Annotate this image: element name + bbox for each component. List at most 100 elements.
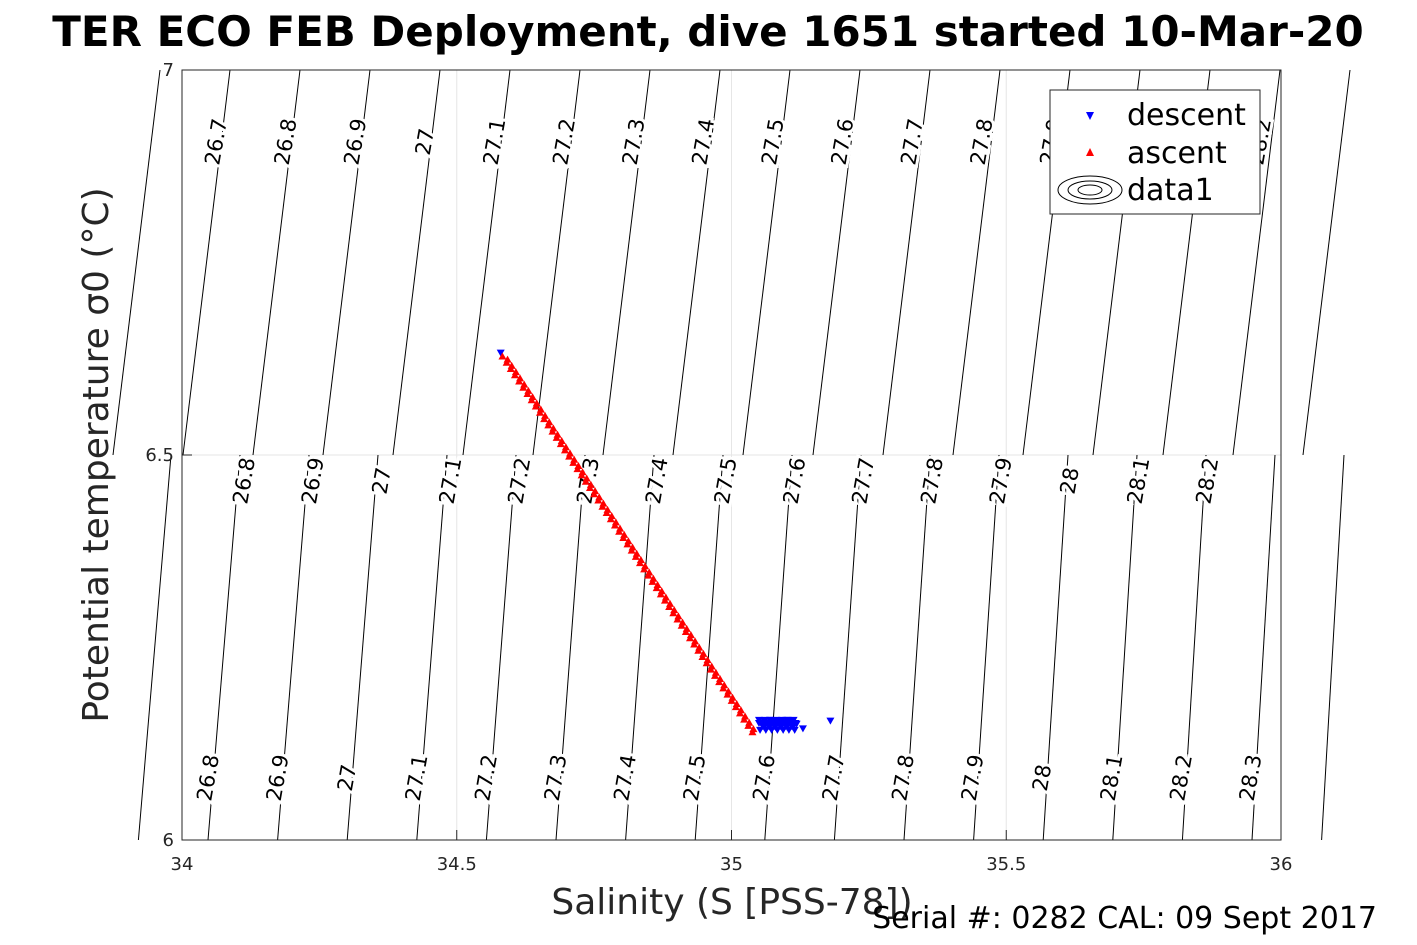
ascent-point	[548, 427, 557, 435]
y-tick-label: 6.5	[145, 445, 174, 466]
contour-label-top: 27.8	[966, 117, 998, 167]
ascent-point	[727, 696, 736, 704]
ascent-point	[731, 703, 740, 711]
ascent-point	[644, 571, 653, 579]
ascent-point	[519, 383, 528, 391]
contour-label-bottom: 27.8	[887, 753, 919, 803]
ascent-point	[706, 665, 715, 673]
ascent-point	[631, 552, 640, 560]
ascent-point	[581, 477, 590, 485]
ascent-point	[552, 433, 561, 441]
density-contour-lower	[416, 454, 448, 841]
density-contour-lower	[903, 454, 931, 841]
ascent-point	[602, 509, 611, 517]
ascent-point	[740, 715, 749, 723]
ascent-point	[748, 728, 757, 736]
density-contour-lower	[277, 454, 310, 841]
contour-label-top: 26.7	[200, 117, 232, 167]
density-contour-lower	[137, 454, 172, 841]
x-tick-label: 34	[171, 854, 194, 875]
density-contour-lower	[764, 454, 793, 841]
data-points	[496, 349, 835, 736]
serial-calibration-text: Serial #: 0282 CAL: 09 Sept 2017	[872, 901, 1377, 936]
contour-label-bottom: 27.3	[540, 753, 572, 803]
density-contour-upper	[322, 69, 371, 456]
ascent-point	[623, 540, 632, 548]
legend-ascent-label: ascent	[1127, 136, 1227, 171]
ascent-point	[685, 634, 694, 642]
ascent-point	[656, 590, 665, 598]
ascent-point	[619, 534, 628, 542]
ascent-point	[515, 377, 524, 385]
contour-label-bottom: 27.7	[818, 753, 850, 803]
ascent-point	[660, 596, 669, 604]
ascent-point	[606, 515, 615, 523]
density-contour-lower	[1321, 454, 1345, 841]
contour-label-top: 27.2	[548, 117, 580, 167]
descent-point	[790, 726, 799, 734]
ascent-point	[681, 627, 690, 635]
descent-point	[784, 726, 793, 734]
contour-label-middle: 27.2	[503, 456, 535, 506]
ascent-point	[527, 396, 536, 404]
legend-contour-icon	[1057, 175, 1123, 205]
y-axis-label: Potential temperature σ0 (°C)	[76, 187, 117, 722]
ascent-point	[694, 646, 703, 654]
ascent-point	[585, 483, 594, 491]
density-contour-upper	[252, 69, 301, 456]
x-tick-label: 35.5	[986, 854, 1026, 875]
descent-point	[756, 726, 765, 734]
ascent-point	[523, 390, 532, 398]
legend-ascent-marker	[1086, 148, 1094, 156]
legend-data1-label: data1	[1127, 173, 1214, 208]
density-contour-lower	[485, 454, 517, 841]
ascent-point	[510, 371, 519, 379]
contour-label-middle: 28.1	[1123, 456, 1155, 506]
density-contour-upper	[952, 69, 1001, 456]
ascent-point	[648, 577, 657, 585]
contour-label-middle: 27.4	[641, 456, 673, 506]
contour-label-top: 27.5	[757, 117, 789, 167]
ascent-point	[506, 364, 515, 372]
contour-label-middle: 26.9	[297, 456, 329, 506]
contour-label-top: 27.7	[896, 117, 928, 167]
x-tick-label: 34.5	[437, 854, 477, 875]
axis-ticks: 34 34.5 35 35.5 36 6 6.5 7	[145, 60, 1292, 875]
contour-label-bottom: 27.9	[957, 753, 989, 803]
descent-point	[792, 720, 801, 728]
contour-label-top: 26.8	[270, 117, 302, 167]
contour-label-bottom: 27	[333, 763, 361, 793]
ascent-point	[560, 446, 569, 454]
density-contour-upper	[1302, 69, 1351, 456]
ascent-point	[610, 521, 619, 529]
density-contour-lower	[555, 454, 586, 841]
contour-label-bottom: 27.1	[401, 753, 433, 803]
legend-box	[1049, 89, 1261, 215]
ascent-point	[590, 490, 599, 498]
contour-label-top: 27.4	[687, 117, 719, 167]
ascent-point	[569, 458, 578, 466]
contour-label-middle: 27.6	[779, 456, 811, 506]
contour-label-bottom: 28.2	[1165, 753, 1197, 803]
density-contour-upper	[182, 69, 231, 456]
ascent-point	[677, 621, 686, 629]
density-contour-upper	[882, 69, 931, 456]
contour-label-top: 27.3	[618, 117, 650, 167]
ascent-point	[669, 609, 678, 617]
contour-label-bottom: 26.8	[192, 753, 224, 803]
ascent-point	[702, 659, 711, 667]
x-tick-label: 35	[720, 854, 743, 875]
ascent-point	[594, 496, 603, 504]
density-contour-lower	[1251, 454, 1276, 841]
ascent-point	[565, 452, 574, 460]
y-tick-label: 7	[163, 60, 174, 81]
ascent-point	[531, 402, 540, 410]
descent-point	[767, 726, 776, 734]
density-contour-upper	[1232, 69, 1281, 456]
ascent-point	[723, 690, 732, 698]
contour-label-middle: 27	[368, 466, 396, 496]
contour-label-middle: 26.8	[228, 456, 260, 506]
ascent-point	[673, 615, 682, 623]
contour-label-middle: 28	[1056, 466, 1084, 496]
ascent-point	[719, 684, 728, 692]
